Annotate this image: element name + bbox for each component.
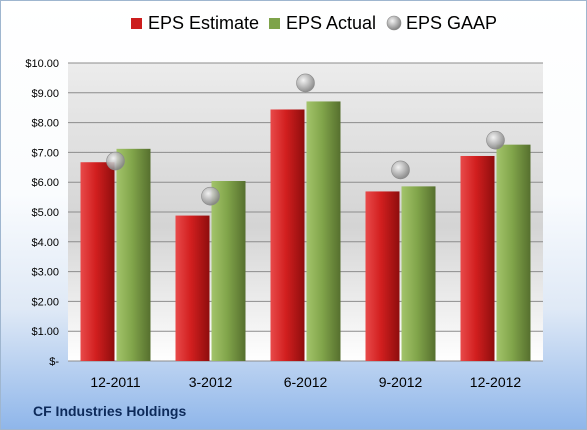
legend-label: EPS Estimate: [148, 13, 259, 33]
y-tick-label: $3.00: [31, 267, 59, 279]
x-axis: 12-2011 3-2012 6-2012 9-2012 12-2012: [90, 374, 521, 390]
eps-gaap-marker: [201, 186, 220, 206]
eps-actual-bar: [211, 181, 246, 361]
legend-label: EPS GAAP: [406, 13, 497, 33]
legend-swatch: [131, 18, 142, 29]
x-category-label: 3-2012: [189, 374, 233, 390]
y-tick-label: $-: [49, 356, 59, 368]
legend-swatch: [269, 18, 280, 29]
eps-gaap-marker: [296, 73, 315, 93]
eps-estimate-bar: [175, 215, 210, 361]
y-tick-label: $7.00: [31, 147, 59, 159]
eps-actual-bar: [496, 144, 531, 361]
eps-estimate-bar: [365, 191, 400, 361]
y-tick-label: $5.00: [31, 207, 59, 219]
gaap-markers: [106, 73, 505, 206]
eps-gaap-marker: [391, 160, 410, 180]
eps-gaap-marker: [106, 151, 125, 171]
y-tick-label: $8.00: [31, 118, 59, 130]
legend-gaap-swatch: [386, 15, 402, 31]
x-category-label: 12-2012: [470, 374, 522, 390]
legend: EPS Estimate EPS Actual EPS GAAP: [131, 13, 497, 33]
x-category-label: 9-2012: [379, 374, 423, 390]
y-tick-label: $9.00: [31, 88, 59, 100]
eps-gaap-marker: [486, 130, 505, 150]
eps-actual-bar: [401, 186, 436, 361]
eps-estimate-bar: [270, 109, 305, 361]
y-tick-label: $4.00: [31, 237, 59, 249]
y-tick-label: $10.00: [25, 58, 59, 70]
eps-estimate-bar: [80, 162, 115, 361]
company-name: CF Industries Holdings: [33, 403, 187, 419]
y-tick-label: $6.00: [31, 177, 59, 189]
x-category-label: 6-2012: [284, 374, 328, 390]
eps-actual-bar: [306, 101, 341, 361]
x-category-label: 12-2011: [90, 374, 141, 390]
y-axis: $10.00 $9.00 $8.00 $7.00 $6.00 $5.00 $4.00 $3.0…: [25, 58, 59, 368]
y-tick-label: $2.00: [31, 296, 59, 308]
eps-actual-bar: [116, 148, 151, 361]
legend-label: EPS Actual: [286, 13, 376, 33]
bar-series: [80, 101, 531, 361]
y-tick-label: $1.00: [31, 326, 59, 338]
eps-estimate-bar: [460, 155, 495, 361]
